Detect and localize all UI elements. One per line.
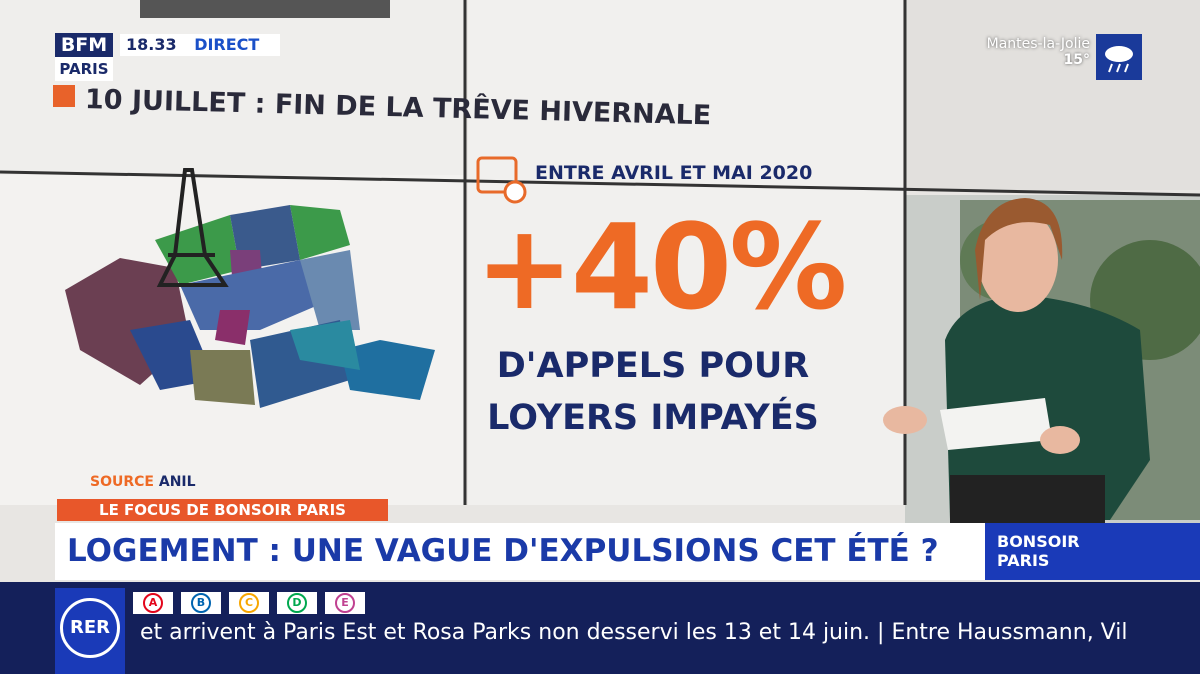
logo-top: BFM [55,33,113,57]
weather-icon [1096,34,1142,80]
presenter [883,198,1150,525]
caption-line: LOYERS IMPAYÉS [487,398,819,438]
line-letter: C [239,593,259,613]
line-icon: C [229,592,269,614]
weather-temp: 15° [1063,52,1090,68]
figure-caption: D'APPELS POUR LOYERS IMPAYÉS [468,340,838,444]
lower-third-title: LOGEMENT : UNE VAGUE D'EXPULSIONS CET ÉT… [55,523,985,580]
line-letter: D [287,593,307,613]
line-letter: B [191,593,211,613]
paris-map [65,168,435,408]
period: ENTRE AVRIL ET MAI 2020 [535,162,813,184]
segment-tag: LE FOCUS DE BONSOIR PARIS [57,499,388,521]
line-letter: A [143,593,163,613]
channel-logo: BFM PARIS [55,33,113,81]
line-icons: A B C D E [133,592,365,614]
source-name: ANIL [158,474,196,490]
live-label: DIRECT [194,35,260,54]
show-line: PARIS [997,551,1050,570]
line-icon: E [325,592,365,614]
clock: 18.33 [126,35,177,54]
weather-city: Mantes-la-Jolie [986,36,1090,52]
logo-bottom: PARIS [59,60,109,78]
ticker-text: et arrivent à Paris Est et Rosa Parks no… [140,620,1128,645]
line-letter: E [335,593,355,613]
network-badge: RER [60,598,120,658]
line-icon: D [277,592,317,614]
source-label: SOURCE [90,474,154,490]
network-box: RER [55,588,125,674]
show-name: BONSOIR PARIS [985,523,1200,580]
show-line: BONSOIR [997,532,1080,551]
line-icon: A [133,592,173,614]
time-live-box: 18.33 DIRECT [120,34,280,56]
big-figure: +40% [475,198,847,336]
source: SOURCE ANIL [90,474,196,490]
rain-cloud [1105,46,1133,73]
line-icon: B [181,592,221,614]
caption-line: D'APPELS POUR [496,346,810,386]
weather-box: Mantes-la-Jolie 15° [940,36,1090,68]
